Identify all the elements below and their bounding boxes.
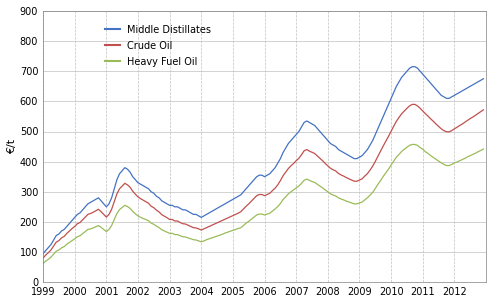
Heavy Fuel Oil (167, 232, 173, 235)
Middle Distillates (290, 136, 296, 139)
Crude Oil (167, 218, 173, 221)
Crude Oil (119, 184, 125, 188)
Middle Distillates (40, 252, 46, 255)
Middle Distillates (119, 169, 125, 172)
Crude Oil (481, 108, 487, 112)
Crude Oil (299, 153, 305, 157)
Y-axis label: €/t: €/t (7, 139, 17, 154)
Line: Crude Oil: Crude Oil (43, 104, 484, 258)
Crude Oil (190, 226, 196, 230)
Crude Oil (290, 162, 296, 165)
Heavy Fuel Oil (119, 206, 125, 209)
Middle Distillates (391, 91, 397, 94)
Legend: Middle Distillates, Crude Oil, Heavy Fuel Oil: Middle Distillates, Crude Oil, Heavy Fue… (101, 21, 215, 71)
Line: Middle Distillates: Middle Distillates (43, 67, 484, 254)
Heavy Fuel Oil (391, 159, 397, 163)
Middle Distillates (190, 212, 196, 216)
Heavy Fuel Oil (299, 181, 305, 185)
Heavy Fuel Oil (481, 147, 487, 151)
Heavy Fuel Oil (409, 143, 415, 146)
Heavy Fuel Oil (190, 238, 196, 241)
Crude Oil (40, 256, 46, 260)
Middle Distillates (409, 65, 415, 68)
Heavy Fuel Oil (290, 188, 296, 192)
Middle Distillates (481, 77, 487, 81)
Middle Distillates (299, 125, 305, 129)
Crude Oil (391, 124, 397, 128)
Line: Heavy Fuel Oil: Heavy Fuel Oil (43, 144, 484, 264)
Crude Oil (409, 102, 415, 106)
Heavy Fuel Oil (40, 262, 46, 265)
Middle Distillates (167, 203, 173, 207)
